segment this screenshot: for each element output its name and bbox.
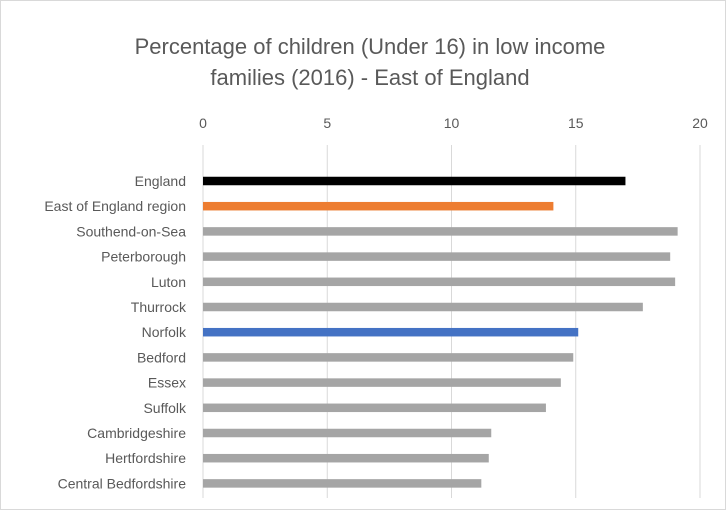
- gridlines: [202, 145, 701, 498]
- bar: [203, 302, 643, 312]
- category-label: Bedford: [137, 349, 186, 365]
- bar: [203, 453, 489, 463]
- category-label: Norfolk: [142, 324, 187, 340]
- category-label: Essex: [148, 375, 186, 391]
- category-label: England: [135, 173, 186, 189]
- bars: [203, 176, 678, 488]
- category-labels: England East of England region Southend-on…: [44, 173, 187, 491]
- bar: [203, 277, 676, 287]
- bar: [203, 378, 561, 387]
- bar: [203, 479, 482, 488]
- x-tick-label: 0: [199, 115, 207, 131]
- x-tick-label: 20: [692, 115, 708, 131]
- category-label: Southend-on-Sea: [76, 223, 186, 239]
- category-label: Cambridgeshire: [87, 425, 186, 441]
- bar: [203, 176, 626, 186]
- bar: [203, 428, 492, 438]
- chart-title-line-2: families (2016) - East of England: [210, 65, 529, 90]
- x-tick-label: 15: [568, 115, 584, 131]
- category-label: Peterborough: [101, 249, 186, 265]
- category-label: Thurrock: [131, 299, 187, 315]
- bar: [203, 327, 579, 337]
- x-tick-label: 10: [444, 115, 460, 131]
- bar: [203, 227, 678, 236]
- bar: [203, 403, 546, 413]
- category-label: Suffolk: [143, 400, 187, 416]
- category-label: East of England region: [44, 198, 186, 214]
- category-label: Luton: [151, 274, 186, 290]
- bar: [203, 252, 671, 261]
- x-tick-label: 5: [323, 115, 331, 131]
- bar: [203, 201, 554, 211]
- category-label: Central Bedfordshire: [58, 475, 187, 491]
- x-axis-ticks: 0 5 10 15 20: [199, 115, 708, 131]
- category-label: Hertfordshire: [105, 450, 186, 466]
- chart-title-line-1: Percentage of children (Under 16) in low…: [135, 34, 606, 59]
- bar: [203, 353, 574, 362]
